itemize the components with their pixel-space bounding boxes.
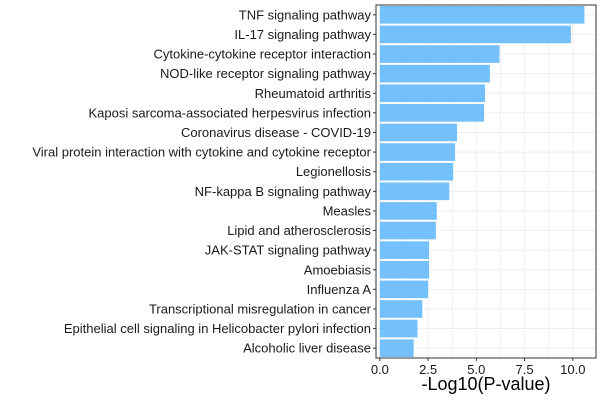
category-label: Epithelial cell signaling in Helicobacte… (64, 321, 371, 336)
category-label: NOD-like receptor signaling pathway (160, 66, 371, 81)
bar (379, 339, 414, 358)
x-axis-tick-labels: 0.0 2.5 5.0 7.5 10.0 (371, 362, 586, 377)
category-label: Amoebiasis (304, 262, 372, 277)
bar (379, 84, 486, 103)
category-label: Kaposi sarcoma-associated herpesvirus in… (88, 105, 371, 120)
bar (379, 202, 437, 220)
category-label: Rheumatoid arthritis (255, 86, 372, 101)
bar (379, 182, 450, 201)
panel-border (375, 4, 597, 359)
bar (379, 241, 430, 259)
bar (379, 25, 571, 44)
bar (379, 260, 430, 279)
bars (379, 5, 585, 358)
x-tick-label: 2.5 (419, 362, 437, 377)
category-label: IL-17 signaling pathway (234, 27, 371, 42)
x-axis-title: -Log10(P-value) (421, 374, 550, 394)
bar (379, 123, 458, 142)
bar (379, 143, 456, 161)
category-label: Legionellosis (296, 164, 372, 179)
category-label: Influenza A (307, 282, 372, 297)
bar (379, 221, 436, 240)
bar (379, 319, 418, 338)
category-label: Measles (323, 203, 372, 218)
x-axis-ticks (379, 358, 574, 361)
category-label: Alcoholic liver disease (243, 341, 371, 356)
bar (379, 104, 485, 122)
x-tick-label: 5.0 (467, 362, 485, 377)
bar (379, 300, 423, 318)
category-label: Cytokine-cytokine receptor interaction (154, 47, 372, 62)
category-label: Lipid and atherosclerosis (227, 223, 371, 238)
y-axis-ticks (373, 14, 376, 349)
x-tick-label: 10.0 (560, 362, 585, 377)
x-tick-label: 7.5 (516, 362, 534, 377)
category-label: Transcriptional misregulation in cancer (149, 301, 372, 316)
category-label: TNF signaling pathway (239, 7, 372, 22)
category-labels: TNF signaling pathway IL-17 signaling pat… (32, 7, 371, 355)
bar (379, 162, 454, 181)
category-label: Viral protein interaction with cytokine … (32, 145, 371, 160)
category-label: JAK-STAT signaling pathway (205, 243, 372, 258)
bar (379, 280, 429, 299)
category-label: Coronavirus disease - COVID-19 (181, 125, 371, 140)
bar (379, 64, 490, 83)
bar (379, 5, 585, 24)
bar (379, 45, 500, 63)
category-label: NF-kappa B signaling pathway (195, 184, 372, 199)
x-tick-label: 0.0 (371, 362, 389, 377)
